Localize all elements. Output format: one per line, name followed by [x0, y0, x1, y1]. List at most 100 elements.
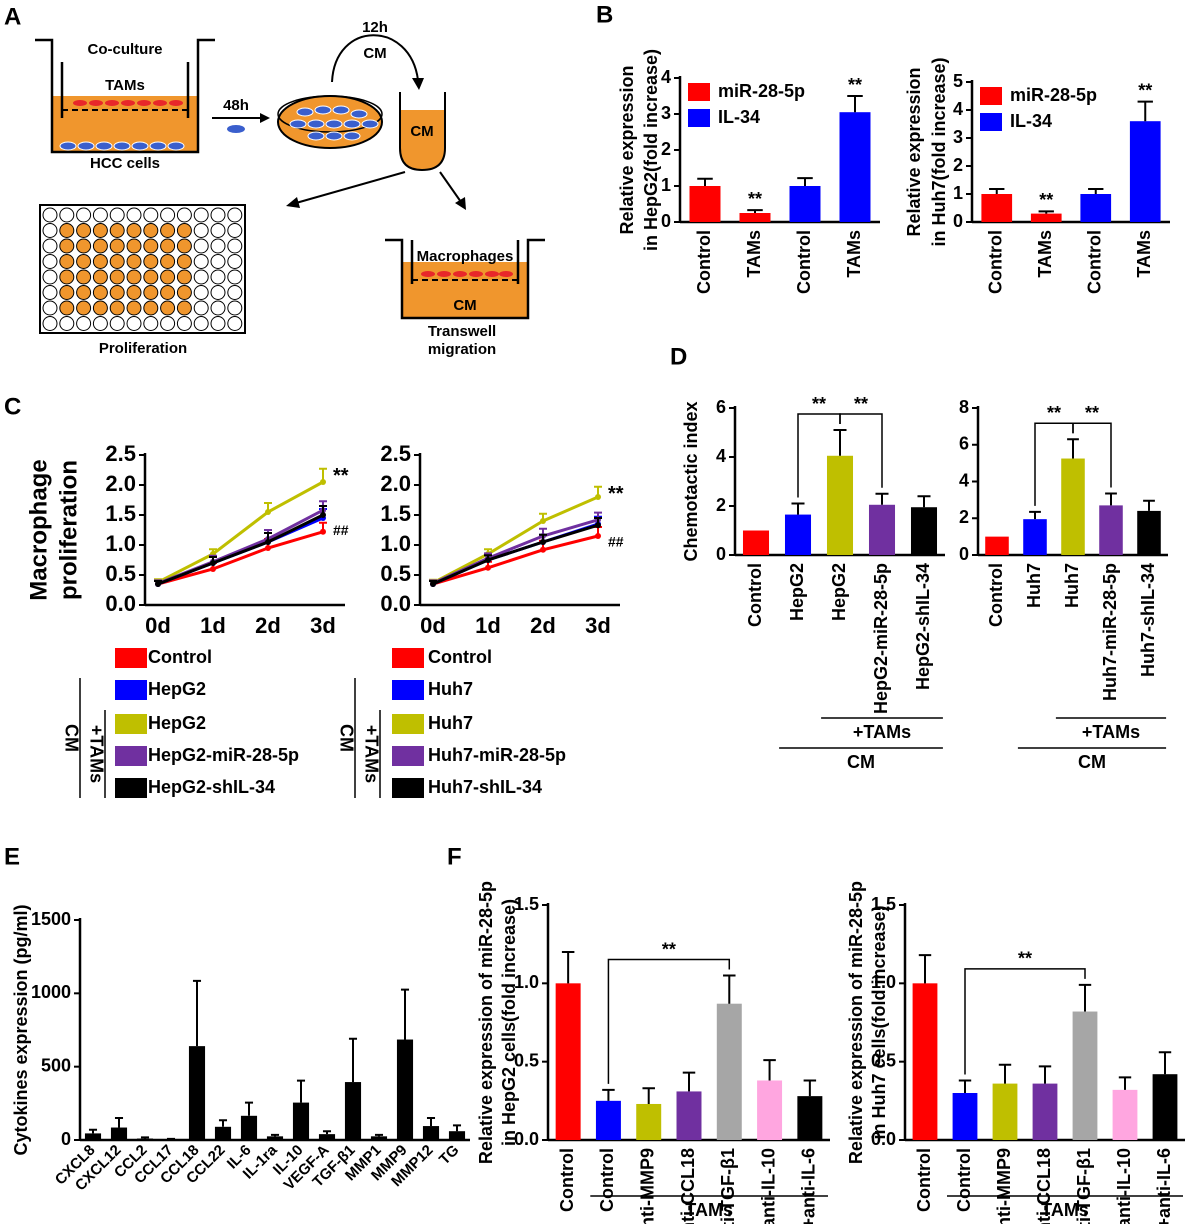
y-axis-label: in Huh7 cells(fold increase): [869, 905, 889, 1139]
x-tick-label: +anti-CCL18: [1034, 1148, 1054, 1224]
panel-a: A Co-culture TAMs HCC cells 48h 12h CM C…: [4, 3, 545, 358]
y-tick-label: 0.0: [871, 1129, 896, 1149]
error-bar: [875, 492, 889, 505]
well-circle: [143, 207, 159, 223]
well-circle: [143, 269, 159, 285]
well-circle: [126, 223, 142, 238]
well-circle: [126, 254, 142, 269]
x-tick-label: Control: [794, 230, 814, 294]
well-circle: [92, 223, 108, 238]
well-circle: [76, 316, 92, 331]
well-circle: [109, 238, 125, 254]
point: [540, 546, 546, 553]
x-tick-label: Control: [986, 563, 1006, 627]
error-bar: [918, 954, 932, 984]
arrow: [295, 171, 406, 204]
y-tick-label: 4: [959, 470, 969, 490]
point: [485, 557, 491, 563]
x-tick-label: +anti-IL-6: [799, 1148, 819, 1224]
plate: [39, 204, 246, 334]
error-bar: [322, 1130, 332, 1135]
well-circle: [210, 269, 226, 285]
bar: [448, 1131, 466, 1140]
well-circle: [76, 238, 92, 254]
point: [320, 479, 326, 485]
well-circle: [160, 316, 176, 331]
x-tick-label: Control: [745, 563, 765, 627]
error-bar: [1029, 510, 1041, 520]
y-tick-label: 0.5: [871, 1050, 896, 1070]
bar: [910, 507, 938, 555]
x-tick-label: Huh7-shIL-34: [1138, 563, 1158, 677]
well-circle: [42, 254, 58, 269]
y-tick-label: 2.0: [105, 471, 136, 496]
arrowhead: [286, 197, 300, 208]
well-circle: [76, 269, 92, 285]
well-circle: [160, 300, 176, 316]
well-circle: [59, 300, 75, 316]
well-circle: [210, 300, 226, 316]
line: [157, 513, 324, 586]
well-circle: [227, 238, 243, 254]
label: CM: [363, 45, 386, 62]
well-circle: [109, 316, 125, 331]
legend-label: Huh7-miR-28-5p: [428, 745, 566, 765]
significance: **: [608, 483, 624, 505]
well-circle: [42, 316, 58, 331]
panel-label: B: [596, 1, 613, 28]
dish-cells: [289, 105, 379, 141]
error-bar: [348, 1037, 358, 1083]
x-tick-label: +anti-TGF-β1: [718, 1148, 738, 1224]
error-bar: [1118, 1076, 1132, 1090]
y-tick-label: 3: [661, 103, 671, 123]
label: HCC cells: [90, 155, 160, 172]
significance: **: [1039, 190, 1053, 210]
error-bar: [1078, 983, 1092, 1012]
error-bar: [192, 979, 202, 1047]
group-label: TAMs: [1041, 1200, 1089, 1220]
error-bar: [270, 1133, 280, 1137]
legend-label: Huh7: [428, 679, 473, 699]
error-bar: [114, 1117, 124, 1128]
x-tick-label: Control: [1085, 230, 1105, 294]
y-tick-label: 1.5: [514, 894, 539, 914]
well-circle: [143, 285, 159, 300]
x-tick-label: +anti-MMP9: [637, 1148, 657, 1224]
y-tick-label: 5: [953, 71, 963, 91]
bar: [716, 1003, 742, 1140]
comparison-label: **: [1018, 949, 1032, 969]
well-circle: [176, 285, 192, 300]
bar: [136, 1138, 154, 1140]
point: [210, 566, 216, 572]
bar: [1099, 505, 1123, 555]
well-circle: [227, 285, 243, 300]
legend-swatch: [115, 778, 147, 798]
well-circle: [227, 316, 243, 331]
well-circle: [92, 285, 108, 300]
well-circle: [143, 300, 159, 316]
x-tick-label: Huh7-miR-28-5p: [1100, 563, 1120, 701]
y-tick-label: 0: [959, 544, 969, 564]
comparison-bracket: [964, 968, 1086, 1075]
cell: [227, 125, 245, 133]
legend-label: IL-34: [718, 107, 760, 127]
y-axis-label: Relative expression: [904, 67, 924, 236]
bar: [784, 514, 812, 555]
well-circle: [176, 300, 192, 316]
significance: **: [1138, 80, 1152, 100]
y-tick-label: 0.5: [514, 1050, 539, 1070]
comparison-bracket: [1072, 422, 1112, 488]
panel-label: F: [447, 843, 462, 870]
well-circle: [59, 254, 75, 269]
y-tick-label: 2: [716, 495, 726, 515]
group-label: CM: [1078, 752, 1106, 772]
error-bar: [791, 502, 805, 515]
well-circle: [109, 223, 125, 238]
error-bar: [1088, 187, 1104, 194]
group-label: +TAMs: [853, 722, 911, 742]
arrowhead: [412, 78, 424, 90]
well-circle: [126, 300, 142, 316]
label: TAMs: [105, 77, 145, 94]
error-bar: [1105, 492, 1117, 506]
